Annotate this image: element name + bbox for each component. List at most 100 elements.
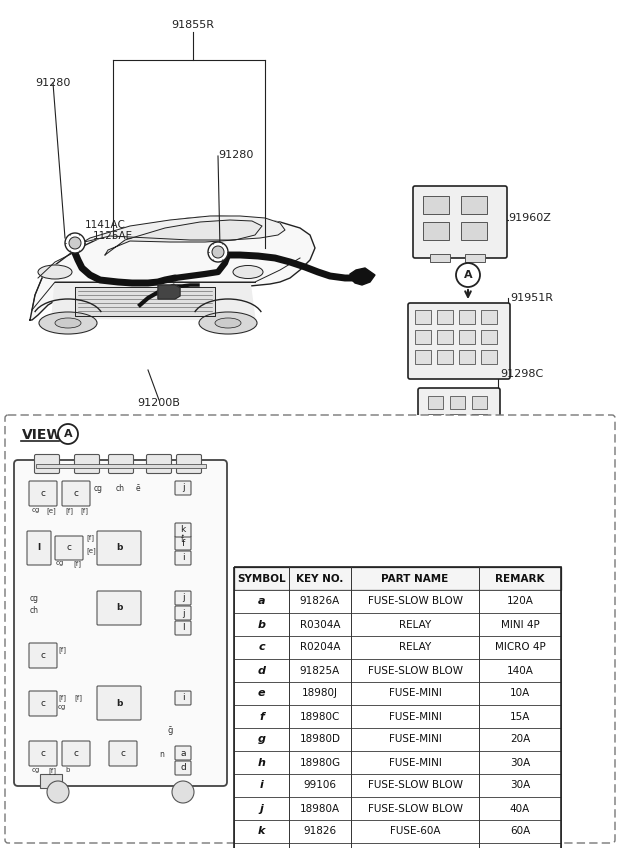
Text: 60A: 60A xyxy=(510,827,530,836)
Bar xyxy=(472,414,487,427)
Text: MINI 4P: MINI 4P xyxy=(500,620,539,629)
FancyBboxPatch shape xyxy=(175,606,191,620)
FancyBboxPatch shape xyxy=(55,536,83,560)
FancyBboxPatch shape xyxy=(175,621,191,635)
Text: i: i xyxy=(182,694,184,702)
Text: 91280: 91280 xyxy=(35,78,71,88)
Text: g: g xyxy=(257,734,265,745)
Text: 91825A: 91825A xyxy=(300,666,340,676)
Text: VIEW: VIEW xyxy=(22,428,63,442)
Polygon shape xyxy=(158,285,180,299)
Text: h: h xyxy=(257,757,265,767)
Text: b: b xyxy=(257,620,265,629)
Polygon shape xyxy=(350,268,375,285)
Bar xyxy=(234,567,561,848)
Text: 91280: 91280 xyxy=(218,150,254,160)
Bar xyxy=(415,350,431,364)
Bar xyxy=(459,350,475,364)
Text: j: j xyxy=(182,483,184,493)
Text: a: a xyxy=(258,596,265,606)
Bar xyxy=(437,330,453,344)
Text: [f]: [f] xyxy=(86,534,94,541)
Text: R0304A: R0304A xyxy=(299,620,340,629)
Text: R0204A: R0204A xyxy=(299,643,340,652)
Circle shape xyxy=(172,781,194,803)
Text: b: b xyxy=(116,544,122,553)
Bar xyxy=(234,636,561,659)
FancyBboxPatch shape xyxy=(29,643,57,668)
Text: FUSE-SLOW BLOW: FUSE-SLOW BLOW xyxy=(368,596,463,606)
Text: 1125AE: 1125AE xyxy=(93,231,133,241)
Text: 91951R: 91951R xyxy=(510,293,553,303)
Text: c: c xyxy=(40,699,45,708)
Text: 91826A: 91826A xyxy=(300,596,340,606)
FancyBboxPatch shape xyxy=(74,455,99,473)
Bar xyxy=(234,705,561,728)
Text: 18980D: 18980D xyxy=(299,734,340,745)
Text: 18980J: 18980J xyxy=(302,689,338,699)
Bar xyxy=(40,774,62,788)
Text: PART NAME: PART NAME xyxy=(381,573,449,583)
Polygon shape xyxy=(105,220,262,255)
Text: 120A: 120A xyxy=(507,596,533,606)
FancyBboxPatch shape xyxy=(62,741,90,766)
Text: c: c xyxy=(258,643,265,652)
Text: 30A: 30A xyxy=(510,780,530,790)
FancyBboxPatch shape xyxy=(29,741,57,766)
Text: MICRO 4P: MICRO 4P xyxy=(495,643,546,652)
Bar xyxy=(234,820,561,843)
Text: FUSE-MINI: FUSE-MINI xyxy=(389,689,441,699)
Text: f: f xyxy=(259,711,264,722)
FancyBboxPatch shape xyxy=(175,551,191,565)
Circle shape xyxy=(208,242,228,262)
Bar xyxy=(415,310,431,324)
Text: SYMBOL: SYMBOL xyxy=(237,573,286,583)
Bar xyxy=(465,254,485,262)
Ellipse shape xyxy=(199,312,257,334)
Text: 91826: 91826 xyxy=(303,827,337,836)
FancyBboxPatch shape xyxy=(413,186,507,258)
FancyBboxPatch shape xyxy=(175,691,191,705)
Circle shape xyxy=(212,246,224,258)
Text: FUSE-SLOW BLOW: FUSE-SLOW BLOW xyxy=(368,780,463,790)
Text: FUSE-MINI: FUSE-MINI xyxy=(389,711,441,722)
Bar xyxy=(437,310,453,324)
Text: 99106: 99106 xyxy=(304,780,337,790)
Text: cg: cg xyxy=(94,484,103,493)
Text: A: A xyxy=(64,429,73,439)
Text: f̂: f̂ xyxy=(182,535,184,544)
Bar xyxy=(481,350,497,364)
Bar xyxy=(234,843,561,848)
Bar xyxy=(481,330,497,344)
Bar xyxy=(234,567,561,590)
Text: c: c xyxy=(120,749,125,758)
Ellipse shape xyxy=(38,265,72,279)
FancyBboxPatch shape xyxy=(175,536,191,550)
Ellipse shape xyxy=(215,318,241,328)
Text: cg: cg xyxy=(58,704,66,710)
Text: c: c xyxy=(74,489,79,498)
Text: 40A: 40A xyxy=(510,804,530,813)
Text: FUSE-SLOW BLOW: FUSE-SLOW BLOW xyxy=(368,666,463,676)
Text: j: j xyxy=(182,609,184,617)
Text: 10A: 10A xyxy=(510,689,530,699)
Polygon shape xyxy=(70,216,285,250)
Text: l: l xyxy=(37,544,40,553)
Text: [f]: [f] xyxy=(58,694,66,700)
Bar xyxy=(234,613,561,636)
Text: 18980G: 18980G xyxy=(299,757,340,767)
FancyBboxPatch shape xyxy=(146,455,172,473)
FancyBboxPatch shape xyxy=(97,686,141,720)
Bar xyxy=(234,590,561,613)
Bar xyxy=(450,414,465,427)
Text: 20A: 20A xyxy=(510,734,530,745)
Bar xyxy=(472,396,487,409)
Text: 91200B: 91200B xyxy=(138,398,180,408)
FancyBboxPatch shape xyxy=(175,591,191,605)
Bar xyxy=(234,774,561,797)
Bar xyxy=(459,330,475,344)
Text: [f]: [f] xyxy=(74,694,82,700)
FancyBboxPatch shape xyxy=(175,481,191,495)
Bar xyxy=(428,396,443,409)
Bar xyxy=(234,751,561,774)
